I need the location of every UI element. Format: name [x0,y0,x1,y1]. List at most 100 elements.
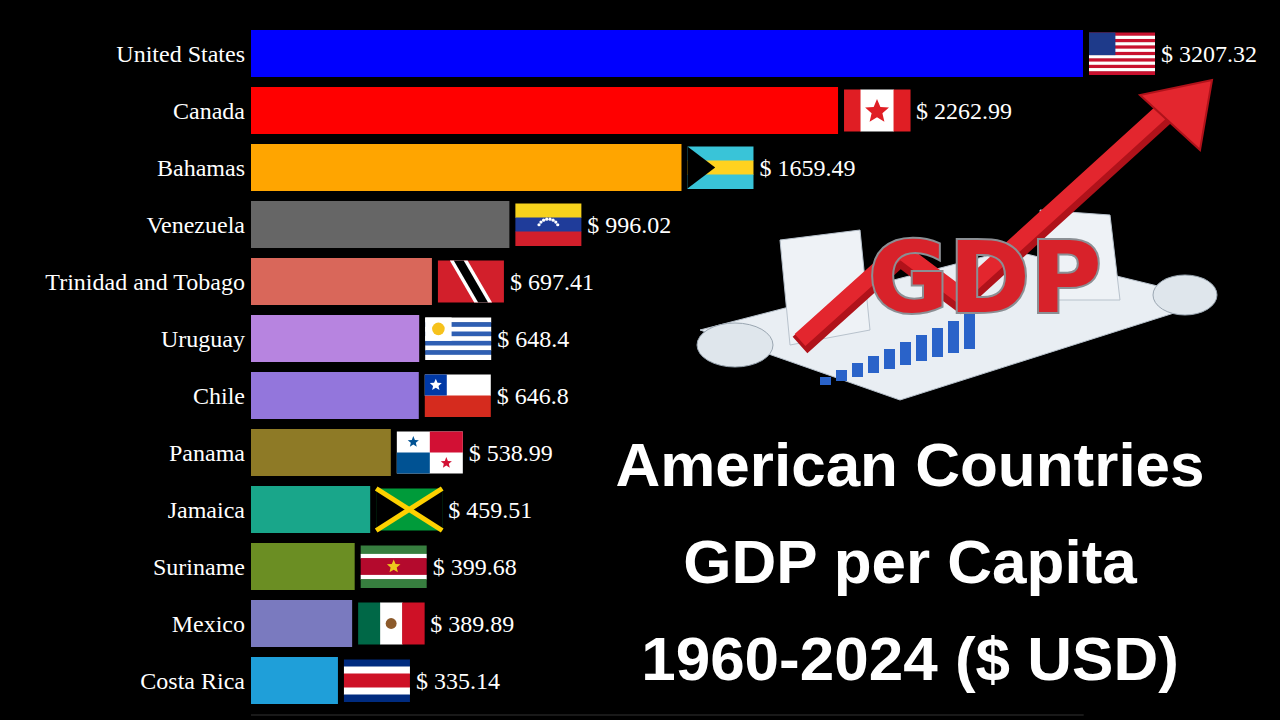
flag-band [515,232,581,247]
data-label: $ 3207.32 [1161,41,1257,67]
flag-band [344,688,410,696]
category-label: Panama [169,440,245,466]
decor-bar [836,370,847,381]
data-label: $ 2262.99 [916,98,1012,124]
flag-band [425,375,491,397]
bar [251,315,419,362]
flag-band [425,350,491,355]
bar [251,144,681,191]
page: {"chart_data": {"type": "bar", "orientat… [0,0,1280,720]
flag-dot [537,223,540,226]
flag-saltire [376,489,442,531]
flag-band [344,667,410,675]
category-label: Chile [193,383,245,409]
flag-band [425,396,491,418]
flag-triangle [376,489,409,531]
bar [251,201,509,248]
flag [1089,33,1155,76]
flag-canton [425,318,451,341]
flag-band [361,579,427,588]
flag-star [430,379,442,390]
flag-band [358,603,381,645]
decor-bar [852,363,863,377]
flag-band [515,218,581,233]
category-label: Mexico [172,611,245,637]
bar [251,258,432,305]
flag-band [344,674,410,689]
flag-band [361,546,427,555]
category-label: Canada [173,98,245,124]
flag-band [1089,55,1155,59]
flag-triangle [687,147,715,189]
annotation: GDP [868,221,1102,335]
bar [251,543,355,590]
flag-band [402,603,425,645]
flag-band [454,261,488,303]
paper-roll [697,323,773,367]
bar [251,486,370,533]
flag-band [397,432,463,474]
flag-band [1089,71,1155,75]
flag [687,147,753,190]
data-label: $ 1659.49 [759,155,855,181]
flag [397,432,463,474]
flag [425,375,491,418]
flag [361,546,427,589]
category-label: Venezuela [146,212,245,238]
bar [251,600,352,647]
category-label: Jamaica [168,497,246,523]
arrow [800,95,1180,340]
data-label: $ 538.99 [469,440,553,466]
flag [344,660,410,703]
flag [515,204,581,247]
flag-dot [542,219,545,222]
data-label: $ 648.4 [497,326,569,352]
decor-bar [820,377,831,385]
flag [376,489,442,531]
flag-band [861,90,895,132]
category-label: Trinidad and Tobago [45,269,245,295]
data-label: $ 697.41 [510,269,594,295]
flag [844,90,911,132]
flag-triangle [409,489,442,531]
flag-star [387,559,401,572]
bar [251,87,838,134]
flag-dot [545,218,548,221]
bar [251,30,1083,77]
bar [251,429,391,476]
flag-band [380,603,403,645]
paper-roll [1153,275,1217,315]
title-line: American Countries [615,430,1204,499]
flag-band [894,90,911,132]
flag-band [844,90,861,132]
title-line: 1960-2024 ($ USD) [641,624,1179,693]
flag-band [425,341,491,346]
flag-band [376,489,442,531]
flag-sun [432,323,445,336]
data-label: $ 389.89 [430,611,514,637]
flag-band [515,204,581,219]
flag-star [865,99,889,122]
flag-canton [425,375,447,396]
flag-band [438,261,504,303]
flag-band [361,575,427,580]
flag-dot [554,221,557,224]
flag-band [425,355,491,360]
flag-dot [556,223,559,226]
flag-band [344,660,410,668]
flag-dot [552,219,555,222]
category-label: Bahamas [157,155,245,181]
data-label: $ 399.68 [433,554,517,580]
category-label: Costa Rica [140,668,245,694]
chart: GDP United States $ 3207.32 Canada $ 2262.99… [0,0,1280,720]
flag [425,318,491,361]
category-label: Uruguay [161,326,245,352]
flag-band [1089,58,1155,62]
decor-bar [884,349,895,369]
decor-bar [868,356,879,373]
flag-canton [1089,33,1115,56]
category-label: Suriname [153,554,245,580]
flag-band [425,346,491,351]
arrow-head [1140,80,1212,150]
category-label: United States [116,41,245,67]
